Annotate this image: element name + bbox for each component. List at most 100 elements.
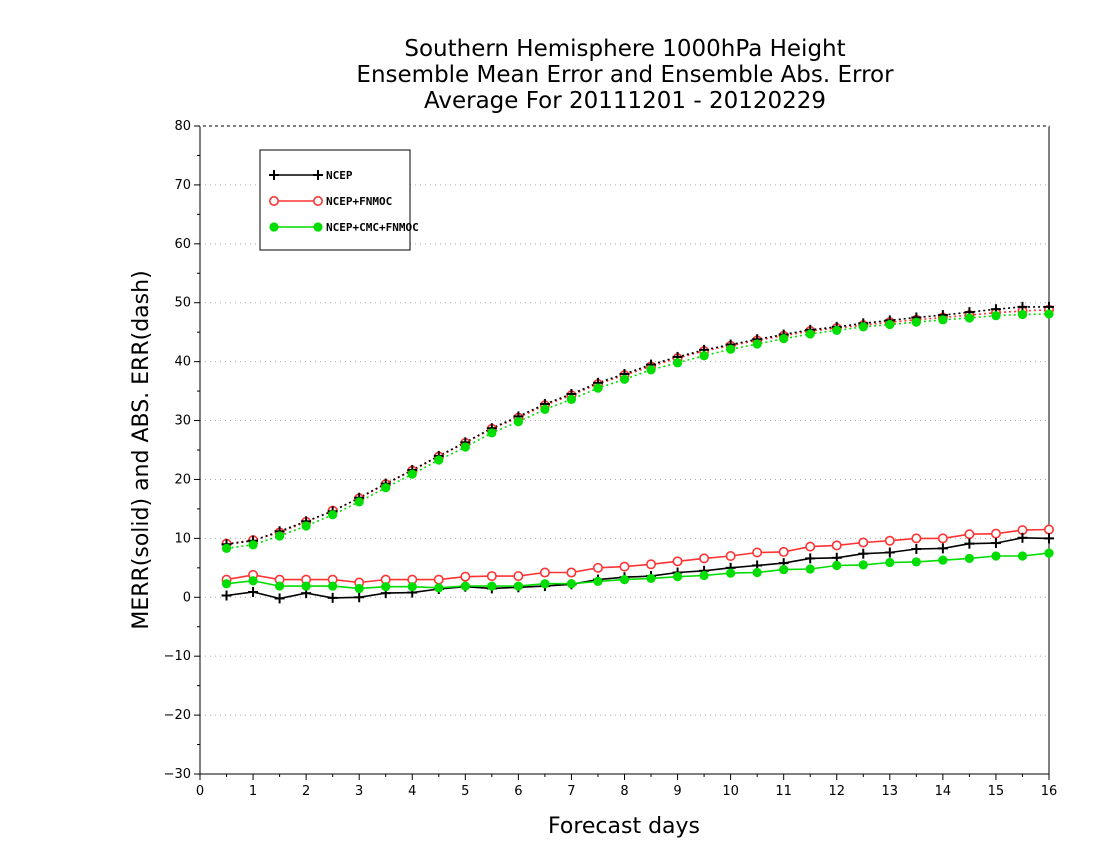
merr-point <box>858 548 869 559</box>
abs-err-point <box>885 319 895 330</box>
merr-point <box>778 546 789 557</box>
merr-point <box>513 571 524 582</box>
x-tick-label: 4 <box>408 784 416 799</box>
abs-err-point <box>646 365 656 375</box>
abs-err-point <box>407 469 417 479</box>
merr-point <box>381 582 391 592</box>
abs-err-point <box>354 497 364 507</box>
merr-point <box>248 576 258 586</box>
x-tick-label: 0 <box>196 784 204 799</box>
merr-point <box>460 571 471 582</box>
merr-point <box>513 581 523 591</box>
merr-point <box>487 581 497 591</box>
merr-point <box>592 562 603 573</box>
merr-point <box>699 553 710 564</box>
merr-point <box>433 574 444 585</box>
merr-point <box>990 538 1001 549</box>
merr-point <box>274 581 285 591</box>
y-tick-label: 10 <box>174 531 191 546</box>
merr-point <box>726 568 736 578</box>
legend-marker <box>269 222 279 232</box>
x-tick-label: 3 <box>355 784 363 799</box>
x-tick-label: 11 <box>775 784 792 799</box>
y-tick-label: 40 <box>174 355 191 370</box>
abs-err-point <box>513 417 523 427</box>
merr-point <box>1017 532 1028 543</box>
merr-point <box>699 570 709 581</box>
merr-point <box>354 583 364 594</box>
merr-point <box>779 564 789 575</box>
merr-point <box>539 567 550 578</box>
merr-point <box>593 576 603 586</box>
merr-point <box>964 553 975 563</box>
merr-point <box>1044 548 1054 558</box>
merr-point <box>964 529 975 540</box>
x-tick-label: 10 <box>722 784 739 799</box>
abs-err-point <box>938 315 948 325</box>
merr-point <box>884 547 895 558</box>
merr-point <box>354 592 365 603</box>
abs-err-line-0 <box>226 306 1049 546</box>
legend-label: NCEP <box>326 169 353 182</box>
y-tick-label: 70 <box>174 178 191 193</box>
y-tick-label: −10 <box>164 649 191 664</box>
x-tick-label: 5 <box>461 784 469 799</box>
merr-point <box>911 557 921 567</box>
abs-err-point <box>779 334 789 344</box>
abs-err-point <box>248 540 258 550</box>
y-tick-label: −30 <box>164 767 191 782</box>
abs-err-point <box>805 329 815 339</box>
abs-err-point <box>991 311 1001 321</box>
merr-point <box>460 581 470 591</box>
legend-box <box>259 149 411 251</box>
abs-err-point <box>487 428 497 438</box>
merr-point <box>964 538 975 549</box>
x-axis-label: Forecast days <box>548 814 700 839</box>
x-tick-label: 8 <box>620 784 628 799</box>
x-tick-label: 6 <box>514 784 522 799</box>
legend-marker <box>313 170 323 180</box>
merr-point <box>937 533 948 544</box>
x-tick-label: 9 <box>673 784 681 799</box>
merr-point <box>566 567 577 578</box>
abs-err-point <box>1044 309 1054 319</box>
merr-point <box>938 555 948 565</box>
merr-point <box>619 575 630 585</box>
abs-err-point <box>832 325 842 336</box>
merr-point <box>885 557 895 568</box>
merr-point <box>434 583 444 593</box>
merr-point <box>752 547 763 558</box>
y-tick-label: 20 <box>174 472 191 487</box>
merr-point <box>566 579 577 589</box>
y-tick-label: 50 <box>174 296 191 311</box>
x-tick-label: 2 <box>302 784 310 799</box>
merr-point <box>832 560 842 571</box>
y-tick-label: 0 <box>183 590 191 605</box>
abs-err-point <box>672 358 683 368</box>
merr-line-0 <box>226 536 1050 600</box>
merr-point <box>831 540 842 551</box>
merr-point <box>221 579 232 589</box>
merr-point <box>990 528 1001 539</box>
abs-err-point <box>328 510 338 520</box>
chart-title-line-3: Average For 20111201 - 20120229 <box>423 88 827 114</box>
abs-err-point <box>726 344 736 354</box>
abs-err-point <box>460 442 470 452</box>
merr-point <box>619 561 630 572</box>
chart-title-line-1: Southern Hemisphere 1000hPa Height <box>404 36 846 62</box>
legend-marker <box>313 222 323 232</box>
merr-point <box>540 579 550 589</box>
merr-point <box>1044 533 1054 544</box>
merr-point <box>328 581 338 591</box>
merr-point <box>672 572 683 582</box>
legend: NCEP NCEP+FNMOC NCEP+CMC+FNMOC <box>259 149 419 251</box>
merr-point <box>911 543 922 554</box>
x-tick-label: 15 <box>988 784 1005 799</box>
merr-point <box>327 592 338 603</box>
merr-point <box>858 560 868 570</box>
merr-point <box>407 582 417 592</box>
merr-point <box>221 590 232 601</box>
abs-err-point <box>964 313 975 323</box>
